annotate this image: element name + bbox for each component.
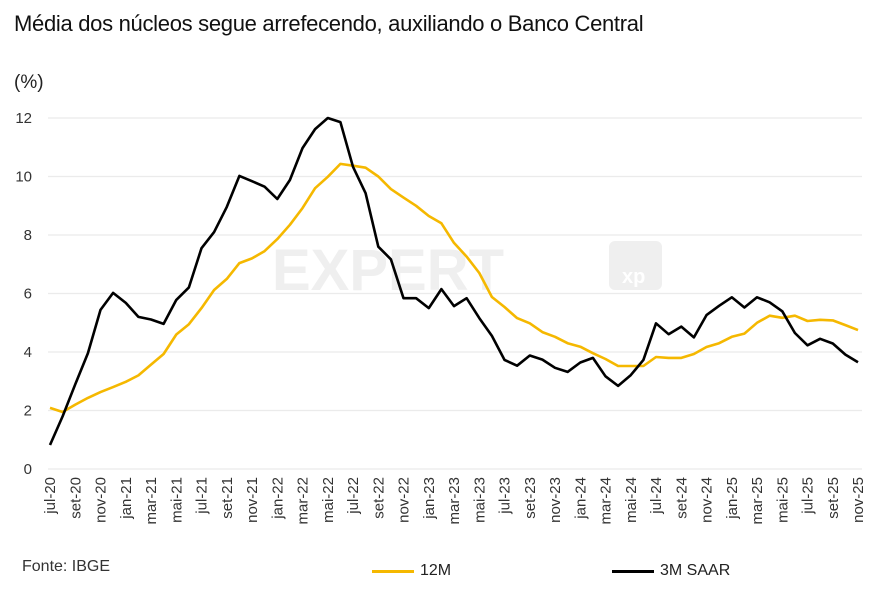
x-tick-label: mai-21 — [168, 477, 185, 523]
legend-swatch-12m — [372, 569, 414, 573]
legend-swatch-3m-saar — [612, 569, 654, 573]
x-tick-label: jul-23 — [497, 477, 514, 515]
x-tick-label: jan-23 — [421, 477, 438, 520]
x-tick-label: jan-24 — [572, 477, 589, 520]
watermark-text: EXPERT — [272, 238, 504, 303]
legend-item-12m: 12M — [372, 562, 451, 580]
x-tick-label: mar-24 — [598, 477, 615, 525]
x-tick-label: set-22 — [370, 477, 387, 519]
y-axis-unit: (%) — [14, 72, 44, 93]
x-tick-label: jul-22 — [345, 477, 362, 515]
watermark-logo-text: xp — [622, 266, 645, 288]
x-tick-label: jan-22 — [269, 477, 286, 520]
x-tick-label: nov-25 — [850, 477, 867, 523]
x-tick-label: mar-25 — [749, 477, 766, 525]
x-tick-label: set-24 — [673, 477, 690, 519]
y-tick-label: 2 — [24, 403, 32, 420]
x-tick-label: mai-23 — [471, 477, 488, 523]
y-tick-label: 0 — [24, 461, 32, 478]
x-tick-label: mai-22 — [320, 477, 337, 523]
x-tick-label: nov-20 — [93, 477, 110, 523]
legend-item-3m-saar: 3M SAAR — [612, 562, 730, 580]
source-note: Fonte: IBGE — [22, 558, 111, 575]
x-tick-label: set-21 — [219, 477, 236, 519]
x-tick-label: nov-21 — [244, 477, 261, 523]
x-tick-label: nov-24 — [699, 477, 716, 523]
x-tick-label: jan-21 — [118, 477, 135, 520]
legend-label-12m: 12M — [420, 562, 452, 579]
y-tick-label: 12 — [15, 110, 32, 127]
x-tick-label: jul-24 — [648, 477, 665, 515]
x-tick-label: nov-22 — [396, 477, 413, 523]
x-tick-label: mar-22 — [295, 477, 312, 525]
y-tick-label: 8 — [24, 227, 32, 244]
x-tick-label: jul-25 — [800, 477, 817, 515]
x-tick-label: nov-23 — [547, 477, 564, 523]
x-tick-label: mai-24 — [623, 477, 640, 523]
chart-title: Média dos núcleos segue arrefecendo, aux… — [14, 11, 644, 36]
watermark-logo-box — [609, 241, 662, 290]
x-tick-label: mai-25 — [774, 477, 791, 523]
y-tick-label: 4 — [24, 344, 32, 361]
y-tick-label: 10 — [15, 169, 32, 186]
x-tick-label: set-23 — [522, 477, 539, 519]
x-tick-label: set-20 — [67, 477, 84, 519]
x-tick-label: set-25 — [825, 477, 842, 519]
x-tick-label: mar-21 — [143, 477, 160, 525]
x-tick-label: mar-23 — [446, 477, 463, 525]
x-tick-label: jul-20 — [42, 477, 59, 515]
x-tick-label: jan-25 — [724, 477, 741, 520]
series-line-3m-saar — [48, 116, 859, 446]
legend-label-3m-saar: 3M SAAR — [660, 562, 731, 579]
x-tick-label: jul-21 — [194, 477, 211, 515]
y-tick-label: 6 — [24, 286, 32, 303]
